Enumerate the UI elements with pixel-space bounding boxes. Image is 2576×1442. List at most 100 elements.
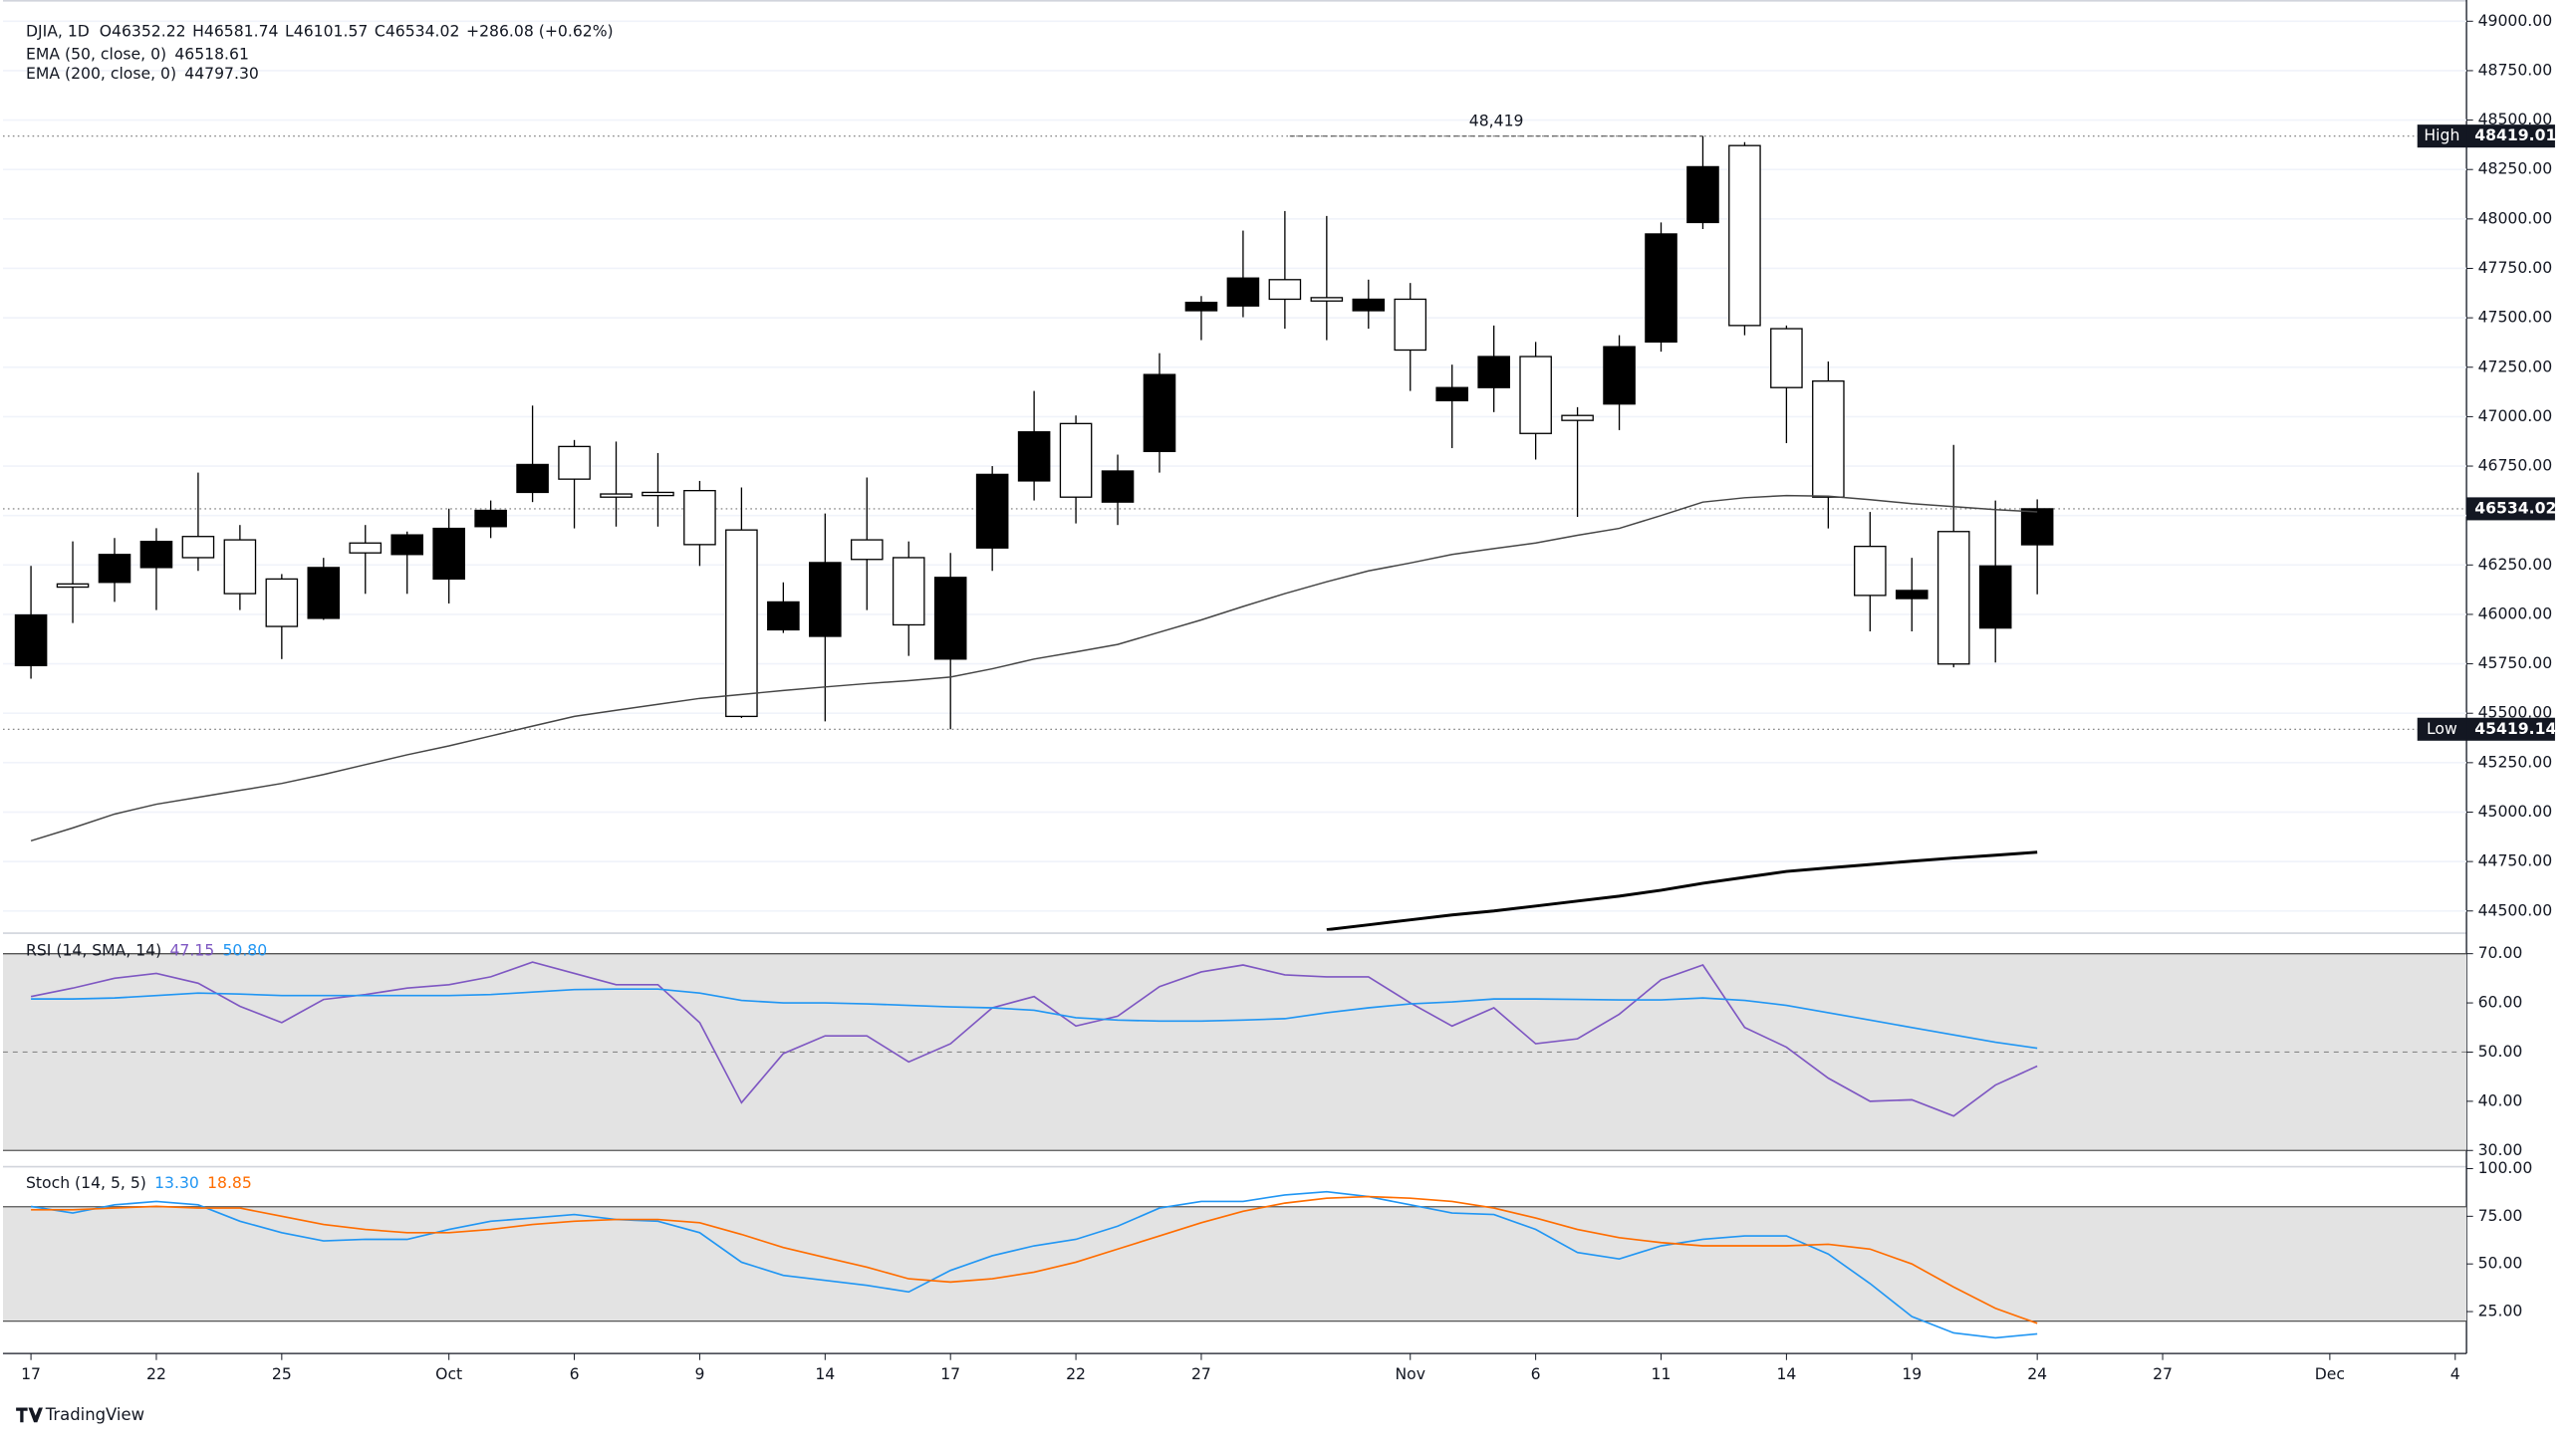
candle-body	[2020, 508, 2054, 546]
candle-body	[1728, 144, 1761, 327]
y-tick-label: 44500.00	[2478, 900, 2553, 919]
low-tag-box	[2417, 717, 2467, 741]
ohlc-prefix: O	[100, 21, 112, 40]
x-tick-label: 25	[272, 1364, 292, 1383]
legend-item: EMA (50, close, 0) 46518.61	[26, 44, 249, 63]
indicator-value: 47.15	[169, 940, 214, 959]
candle-body	[56, 583, 90, 589]
x-tick-label: 17	[940, 1364, 960, 1383]
candle-body	[349, 542, 383, 554]
candle-body	[1519, 356, 1552, 434]
indicator-legend: Stoch (14, 5, 5) 13.30 18.85	[26, 1173, 252, 1192]
candle-body	[1101, 470, 1135, 503]
x-tick-label: 11	[1652, 1364, 1672, 1383]
y-tick-label: 75.00	[2478, 1206, 2523, 1225]
candle-body	[1770, 328, 1803, 388]
x-tick-label: Oct	[435, 1364, 462, 1383]
pane	[2, 1190, 2467, 1339]
x-tick-label: 17	[21, 1364, 41, 1383]
indicator-legend: RSI (14, SMA, 14) 47.15 50.80	[26, 940, 267, 959]
y-tick-label: 60.00	[2478, 993, 2523, 1012]
x-tick-label: 27	[1191, 1364, 1211, 1383]
low-value-box	[2466, 717, 2555, 741]
y-tick-label: 48500.00	[2478, 110, 2553, 128]
ohlc-prefix: L	[285, 21, 294, 40]
candle-body	[1143, 373, 1176, 452]
y-tick-label: 45750.00	[2478, 653, 2553, 672]
legend-value: 46518.61	[174, 44, 249, 63]
indicator-line	[30, 961, 2038, 1117]
logo-mark	[16, 1407, 43, 1423]
logo: TradingView	[16, 1405, 144, 1424]
candle-body	[1017, 431, 1051, 482]
candle-body	[432, 527, 465, 581]
y-tick-label: 46250.00	[2478, 555, 2553, 574]
candle-body	[181, 536, 215, 559]
legend-value: 44797.30	[184, 64, 259, 83]
candle-body	[600, 493, 633, 498]
y-tick-label: 47750.00	[2478, 258, 2553, 277]
low-value-label: 45419.14	[2474, 719, 2556, 738]
candle-body	[139, 541, 173, 569]
candle-body	[1645, 233, 1677, 344]
candle-body	[933, 577, 967, 660]
candle-body	[975, 473, 1009, 549]
x-tick-label: 14	[1776, 1364, 1796, 1383]
y-tick-label: 45500.00	[2478, 703, 2553, 722]
candle-body	[1352, 298, 1386, 312]
candle-body	[725, 529, 758, 718]
indicator-line	[30, 1190, 2038, 1339]
high-value-box	[2466, 124, 2555, 148]
ohlc-value: 46581.74	[204, 21, 279, 40]
y-tick-label: 70.00	[2478, 943, 2523, 962]
candle-body	[558, 445, 591, 480]
y-tick-label: 45000.00	[2478, 802, 2553, 821]
x-tick-label: 6	[1531, 1364, 1541, 1383]
x-tick-label: 19	[1902, 1364, 1922, 1383]
candle-body	[1268, 279, 1302, 301]
candle-body	[1603, 346, 1636, 405]
candle-body	[307, 567, 341, 619]
candle-body	[98, 554, 131, 584]
candle-body	[642, 491, 674, 497]
candle-body	[1477, 356, 1510, 388]
candle-body	[683, 489, 716, 546]
high-note: 48,419	[1469, 111, 1524, 129]
branding: TradingView	[45, 1405, 144, 1424]
legend-name: EMA (200, close, 0)	[26, 64, 176, 83]
pane	[2, 20, 2467, 931]
candle-body	[1812, 379, 1845, 498]
indicator-value: 18.85	[207, 1173, 252, 1192]
y-tick-label: 47000.00	[2478, 406, 2553, 425]
candle-body	[1895, 590, 1929, 600]
x-tick-label: Nov	[1396, 1364, 1426, 1383]
candle-body	[1854, 545, 1887, 597]
last-price-value-box	[2466, 497, 2555, 521]
low-tag-label: Low	[2427, 719, 2457, 738]
indicator-line	[31, 988, 2038, 1050]
candle-body	[474, 509, 507, 528]
y-tick-label: 50.00	[2478, 1042, 2523, 1061]
candle-body	[809, 562, 842, 637]
y-tick-label: 45250.00	[2478, 752, 2553, 771]
y-tick-label: 46000.00	[2478, 603, 2553, 622]
indicator-title: Stoch (14, 5, 5)	[26, 1173, 146, 1192]
last-price-value-label: 46534.02	[2474, 498, 2556, 517]
change: +286.08 (+0.62%)	[466, 21, 614, 40]
overlay-line	[30, 494, 2038, 841]
y-tick-label: 25.00	[2478, 1302, 2523, 1321]
candle-body	[1435, 386, 1469, 401]
high-value-label: 48419.01	[2474, 125, 2556, 144]
x-tick-label: 24	[2027, 1364, 2047, 1383]
overlay-line	[1326, 850, 2038, 931]
y-tick-label: 30.00	[2478, 1140, 2523, 1159]
candle-body	[1184, 301, 1218, 312]
legend-header: DJIA, 1D O46352.22 H46581.74 L46101.57 C4653…	[26, 21, 614, 40]
y-tick-label: 47500.00	[2478, 308, 2553, 327]
ohlc-value: 46352.22	[112, 21, 186, 40]
candle-body	[1226, 277, 1260, 307]
symbol: DJIA, 1D	[26, 21, 90, 40]
x-tick-label: 4	[2450, 1364, 2460, 1383]
legend-name: EMA (50, close, 0)	[26, 44, 166, 63]
indicator-value: 50.80	[222, 940, 267, 959]
